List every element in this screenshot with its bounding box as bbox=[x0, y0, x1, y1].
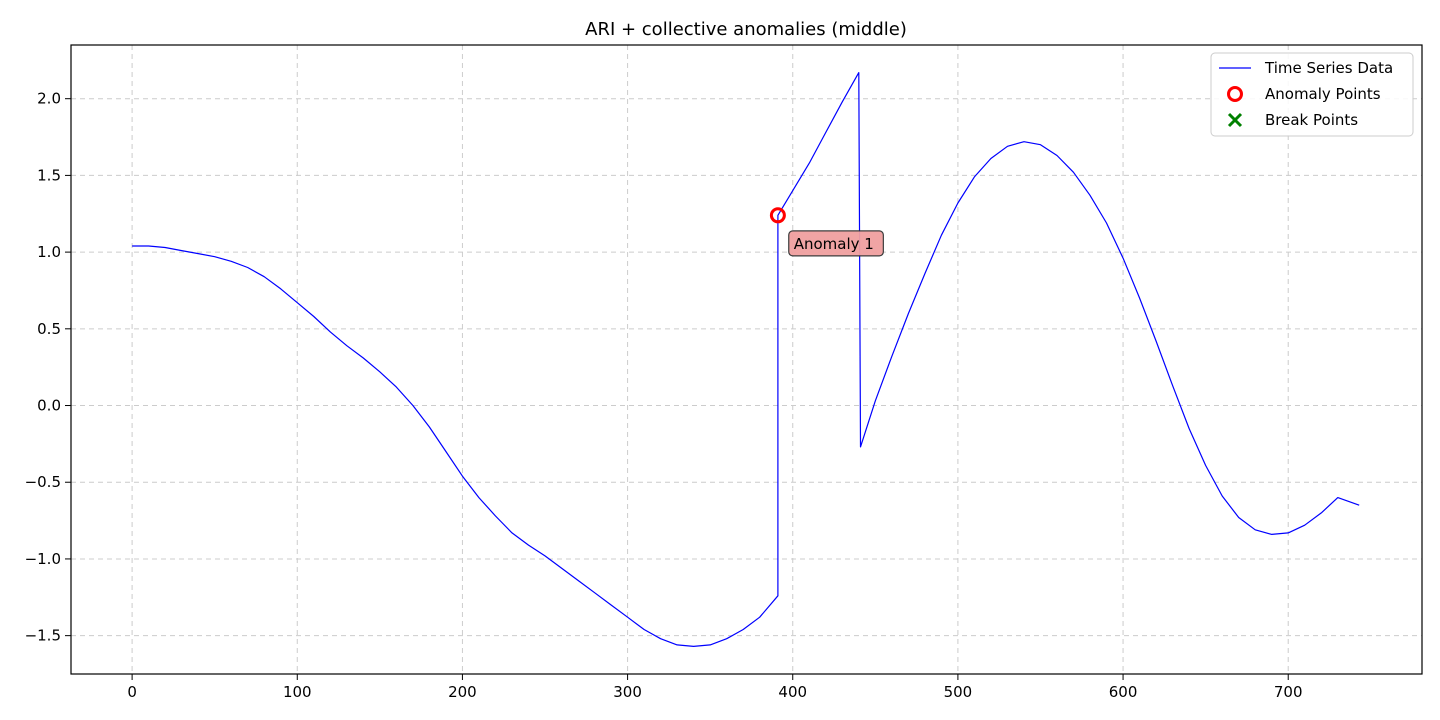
y-tick-label: 2.0 bbox=[37, 90, 61, 108]
annotation-label: Anomaly 1 bbox=[794, 235, 874, 253]
legend-label: Anomaly Points bbox=[1265, 85, 1381, 103]
x-tick-label: 200 bbox=[448, 683, 477, 701]
y-tick-label: −1.0 bbox=[25, 550, 61, 568]
chart-title: ARI + collective anomalies (middle) bbox=[585, 19, 907, 40]
x-tick-label: 0 bbox=[127, 683, 137, 701]
x-tick-label: 100 bbox=[283, 683, 312, 701]
legend: Time Series Data Anomaly Points Break Poin… bbox=[1210, 52, 1414, 137]
x-tick-label: 600 bbox=[1109, 683, 1138, 701]
plot-frame bbox=[70, 44, 1423, 675]
x-tick-label: 700 bbox=[1274, 683, 1303, 701]
y-tick-label: 0.5 bbox=[37, 320, 61, 338]
anomaly-point bbox=[769, 207, 786, 224]
y-tick-label: 1.0 bbox=[37, 243, 61, 261]
series-line bbox=[132, 71, 1360, 648]
legend-label: Break Points bbox=[1265, 111, 1358, 129]
x-axis: 0 100 200 300 400 500 600 700 bbox=[127, 674, 1303, 701]
x-tick-label: 500 bbox=[944, 683, 973, 701]
y-tick-label: −1.5 bbox=[25, 627, 61, 645]
x-tick-label: 300 bbox=[613, 683, 642, 701]
y-tick-label: −0.5 bbox=[25, 473, 61, 491]
annotations: Anomaly 1 bbox=[788, 230, 884, 257]
legend-box bbox=[1210, 52, 1414, 137]
legend-circle-swatch bbox=[1227, 86, 1243, 102]
legend-label: Time Series Data bbox=[1264, 59, 1393, 77]
x-tick-label: 400 bbox=[778, 683, 807, 701]
grid bbox=[71, 45, 1422, 674]
y-axis: −1.5 −1.0 −0.5 0.0 0.5 1.0 1.5 2.0 bbox=[25, 90, 71, 645]
y-tick-label: 0.0 bbox=[37, 397, 61, 415]
y-tick-label: 1.5 bbox=[37, 166, 61, 184]
annotation-box bbox=[788, 230, 884, 257]
plot-area bbox=[132, 71, 1360, 648]
legend-x-swatch bbox=[1227, 112, 1243, 128]
